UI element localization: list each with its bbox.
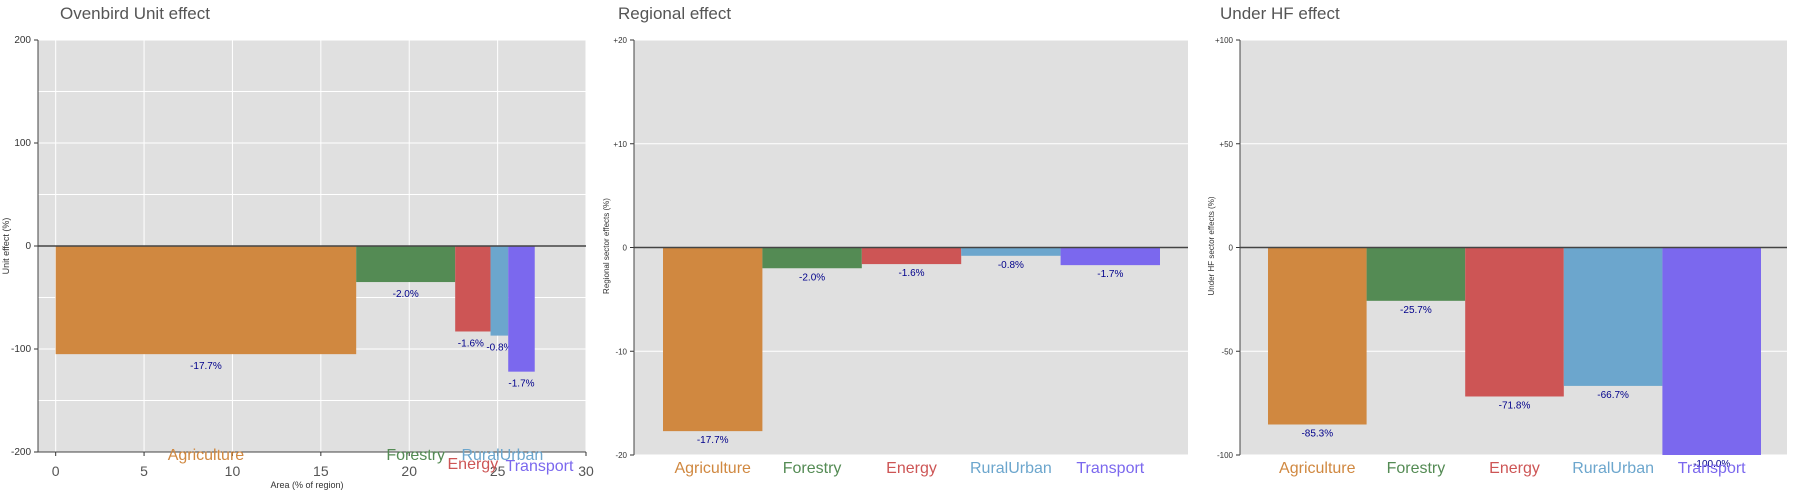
- x-tick-label: 20: [401, 463, 417, 479]
- under-hf-effect-panel: Under HF effect -100 -50 0 +50 +100 Under HF …: [1200, 0, 1800, 500]
- x-tick-label: 15: [313, 463, 329, 479]
- bar-energy: [1465, 247, 1564, 397]
- unit-effect-panel: Ovenbird Unit effect -200 -100 0 100 200 Unit…: [0, 0, 600, 500]
- y-tick-label: -200: [11, 447, 31, 458]
- y-tick-label: 200: [14, 35, 31, 46]
- y-tick-label: 0: [25, 241, 31, 252]
- y-tick-label: +50: [1219, 140, 1233, 149]
- y-tick-label: 0: [623, 244, 628, 253]
- category-label: Agriculture: [1279, 460, 1356, 477]
- bar-transport: [1662, 247, 1761, 455]
- y-tick-label: +20: [613, 36, 627, 45]
- y-tick-label: -100: [11, 344, 31, 355]
- y-tick-label: -20: [615, 451, 627, 460]
- bar-forestry: [762, 247, 862, 269]
- category-label: Transport: [1076, 460, 1144, 477]
- data-label: -17.7%: [697, 435, 729, 446]
- x-tick-label: 30: [578, 463, 594, 479]
- data-label: -2.0%: [393, 289, 419, 300]
- y-tick-label: -100: [1217, 451, 1234, 460]
- bar-agriculture: [1268, 247, 1367, 425]
- bar-energy: [861, 247, 962, 265]
- category-label: Energy: [886, 460, 937, 477]
- category-label: Transport: [506, 458, 574, 475]
- chart-title: Under HF effect: [1220, 4, 1340, 23]
- bar-agriculture: [663, 247, 763, 432]
- x-tick-label: 0: [52, 463, 60, 479]
- category-label: Energy: [448, 456, 499, 473]
- bar-energy: [455, 246, 491, 332]
- data-label: -71.8%: [1499, 400, 1531, 411]
- category-label: Transport: [1678, 460, 1746, 477]
- y-tick-label: 100: [14, 138, 31, 149]
- data-label: -1.7%: [1097, 269, 1123, 280]
- bar-ruralurban: [1563, 247, 1663, 386]
- category-label: Forestry: [386, 447, 445, 464]
- bar-forestry: [1366, 247, 1466, 301]
- y-tick-label: +100: [1215, 36, 1234, 45]
- y-axis-label: Unit effect (%): [1, 218, 11, 275]
- data-label: -100.0%: [1693, 459, 1730, 470]
- data-label: -1.6%: [898, 268, 924, 279]
- y-tick-label: +10: [613, 140, 627, 149]
- x-tick-label: 5: [140, 463, 148, 479]
- chart-title: Ovenbird Unit effect: [60, 4, 210, 23]
- bar-ruralurban: [490, 246, 509, 336]
- data-label: -66.7%: [1597, 390, 1629, 401]
- category-label: RuralUrban: [970, 460, 1052, 477]
- under-hf-effect-chart: -100 -50 0 +50 +100 Under HF sector effects (…: [1207, 36, 1787, 477]
- data-label: -1.7%: [508, 379, 534, 390]
- x-tick-label: 25: [490, 463, 506, 479]
- category-label: RuralUrban: [461, 447, 543, 464]
- category-label: Forestry: [1387, 460, 1446, 477]
- regional-effect-panel: Regional effect -20 -10 0 +10 +20 Regional se…: [600, 0, 1200, 500]
- bar-transport: [508, 246, 535, 372]
- data-label: -0.8%: [998, 260, 1024, 271]
- y-axis-label: Regional sector effects (%): [602, 198, 611, 294]
- data-label: -17.7%: [190, 361, 222, 372]
- category-label: Agriculture: [674, 460, 751, 477]
- x-tick-label: 10: [225, 463, 241, 479]
- y-tick-label: -50: [1221, 347, 1233, 356]
- y-tick-label: -10: [615, 347, 627, 356]
- bar-ruralurban: [961, 247, 1061, 256]
- data-label: -25.7%: [1400, 305, 1432, 316]
- x-axis-label: Area (% of region): [270, 480, 343, 490]
- bar-transport: [1060, 247, 1160, 266]
- data-label: -85.3%: [1301, 428, 1333, 439]
- data-label: -0.8%: [486, 343, 512, 354]
- bar-agriculture: [55, 246, 357, 355]
- chart-title: Regional effect: [618, 4, 732, 23]
- category-label: Energy: [1489, 460, 1540, 477]
- category-label: Forestry: [783, 460, 842, 477]
- bar-forestry: [356, 246, 456, 283]
- y-axis-label: Under HF sector effects (%): [1207, 196, 1216, 295]
- category-label: RuralUrban: [1572, 460, 1654, 477]
- regional-effect-chart: -20 -10 0 +10 +20 Regional sector effects (%)…: [602, 36, 1188, 477]
- data-label: -1.6%: [458, 338, 484, 349]
- category-label: Agriculture: [168, 447, 245, 464]
- y-tick-label: 0: [1229, 244, 1234, 253]
- data-label: -2.0%: [799, 272, 825, 283]
